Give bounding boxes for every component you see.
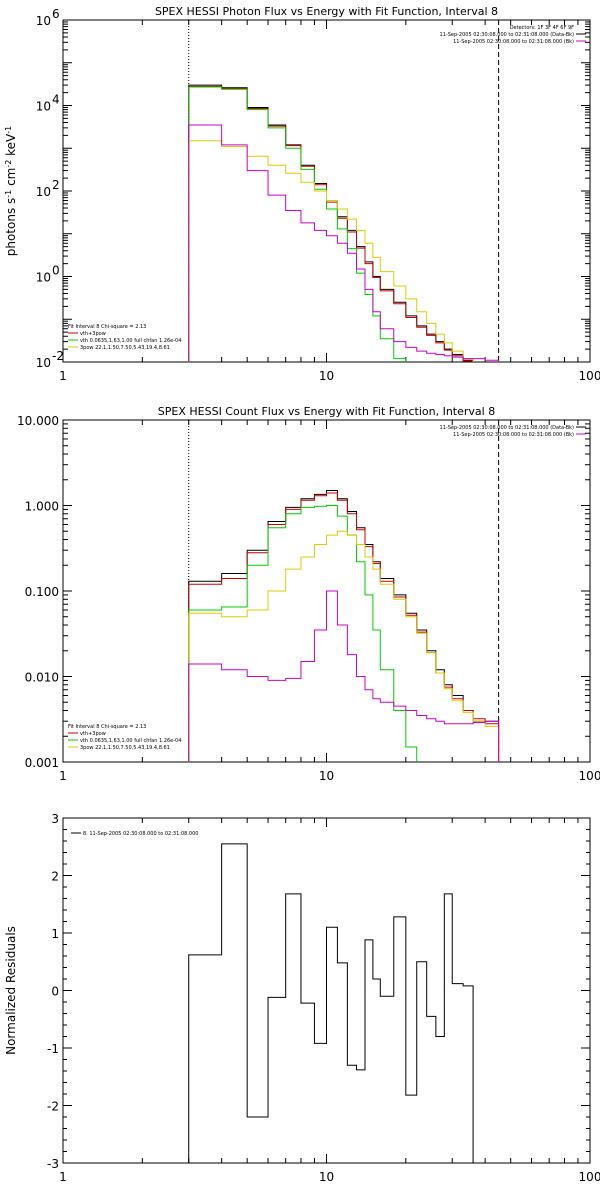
legend-entry: 11-Sep-2005 02:30:08.000 to 02:31:08.000… <box>440 32 575 38</box>
x-tick-label: 100 <box>579 769 600 783</box>
series-data <box>188 489 500 762</box>
y-tick-label: 10 <box>36 14 51 28</box>
y-tick-label: 3 <box>51 812 59 826</box>
y-tick-label: 10 <box>36 185 51 199</box>
series-vth-3pow <box>188 85 474 362</box>
series-vth <box>188 86 407 362</box>
legend-entry: 3pow 22.1,1.50,7.50,5.43,19.4,8.61 <box>80 745 170 751</box>
legend-entry: 3pow 22.1,1.50,7.50,5.43,19.4,8.61 <box>80 345 170 351</box>
legend-entry: vth 0.0635,1.63,1.00 full chfan 1.26e-04 <box>80 338 181 344</box>
x-tick-label: 1 <box>59 1170 67 1184</box>
chart-title: SPEX HESSI Photon Flux vs Energy with Fi… <box>155 5 498 18</box>
y-tick-exponent: -2 <box>52 349 64 363</box>
y-tick-exponent: 0 <box>52 264 60 278</box>
y-tick-label: 0 <box>51 985 59 999</box>
legend-entry: Fit Interval 8 Chi-square = 2.13 <box>68 324 146 330</box>
legend-entry: Fit Interval 8 Chi-square = 2.13 <box>68 724 146 730</box>
x-tick-label: 10 <box>319 1170 334 1184</box>
series-3pow <box>188 530 500 762</box>
x-tick-label: 10 <box>319 769 334 783</box>
legend-entry: vth+3pow <box>80 731 106 737</box>
legend-entry: vth+3pow <box>80 331 106 337</box>
x-tick-label: 100 <box>579 369 600 383</box>
series-8-11-sep-2005-02-30-08-000-to-02-31-08-000 <box>188 843 474 1163</box>
series-group <box>188 84 500 362</box>
y-tick-label: 10 <box>36 271 51 285</box>
x-tick-label: 100 <box>579 1170 600 1184</box>
legend-entry: 11-Sep-2005 02:30:08.000 to 02:31:08.000… <box>440 425 575 431</box>
y-tick-label: 10 <box>36 100 51 114</box>
y-tick-exponent: 2 <box>52 178 60 192</box>
series-background <box>188 590 500 762</box>
y-axis-label: photons s-1 cm-2 keV-1 <box>4 126 19 257</box>
y-axis-label: Normalized Residuals <box>4 926 18 1055</box>
series-vth-3pow <box>188 492 500 762</box>
x-tick-label: 1 <box>59 369 67 383</box>
chart-2: SPEX HESSI Count Flux vs Energy with Fit… <box>17 405 600 783</box>
legend-entry: 11-Sep-2005 02:30:08.000 to 02:31:08.000… <box>453 39 574 45</box>
series-data <box>188 84 474 362</box>
y-tick-label: 1 <box>51 927 59 941</box>
y-tick-label: -2 <box>47 1100 59 1114</box>
series-3pow <box>188 140 474 362</box>
series-vth <box>188 505 418 762</box>
legend-entry: vth 0.0635,1.63,1.00 full chfan 1.26e-04 <box>80 738 181 744</box>
y-tick-exponent: 4 <box>52 93 60 107</box>
legend-entry: 8. 11-Sep-2005 02:30:08.000 to 02:31:08.… <box>83 831 198 837</box>
legend-entry: 11-Sep-2005 02:30:08.000 to 02:31:08.000… <box>453 432 574 438</box>
y-tick-label: 0.100 <box>25 585 59 599</box>
chart-title: SPEX HESSI Count Flux vs Energy with Fit… <box>158 405 495 418</box>
series-background <box>188 124 500 362</box>
x-tick-label: 1 <box>59 769 67 783</box>
chart-1: SPEX HESSI Photon Flux vs Energy with Fi… <box>4 5 600 383</box>
y-tick-label: 1.000 <box>25 500 59 514</box>
x-tick-label: 10 <box>319 369 334 383</box>
y-tick-label: -1 <box>47 1042 59 1056</box>
y-tick-label: 0.010 <box>25 671 59 685</box>
y-tick-label: 10.000 <box>17 414 59 428</box>
chart-3: 1 10 100 -3 -2 -1 0 1 2 3 Normalized Residuals 8. 1… <box>4 812 600 1184</box>
series-group <box>188 843 474 1163</box>
series-group <box>188 489 500 762</box>
y-tick-label: -3 <box>47 1157 59 1171</box>
y-tick-label: 0.001 <box>25 756 59 770</box>
legend-entry: Detectors: 1F 3F 4F 6F 9F <box>510 25 574 31</box>
y-tick-label: 2 <box>51 870 59 884</box>
y-tick-label: 10 <box>36 356 51 370</box>
y-tick-exponent: 6 <box>52 7 60 21</box>
